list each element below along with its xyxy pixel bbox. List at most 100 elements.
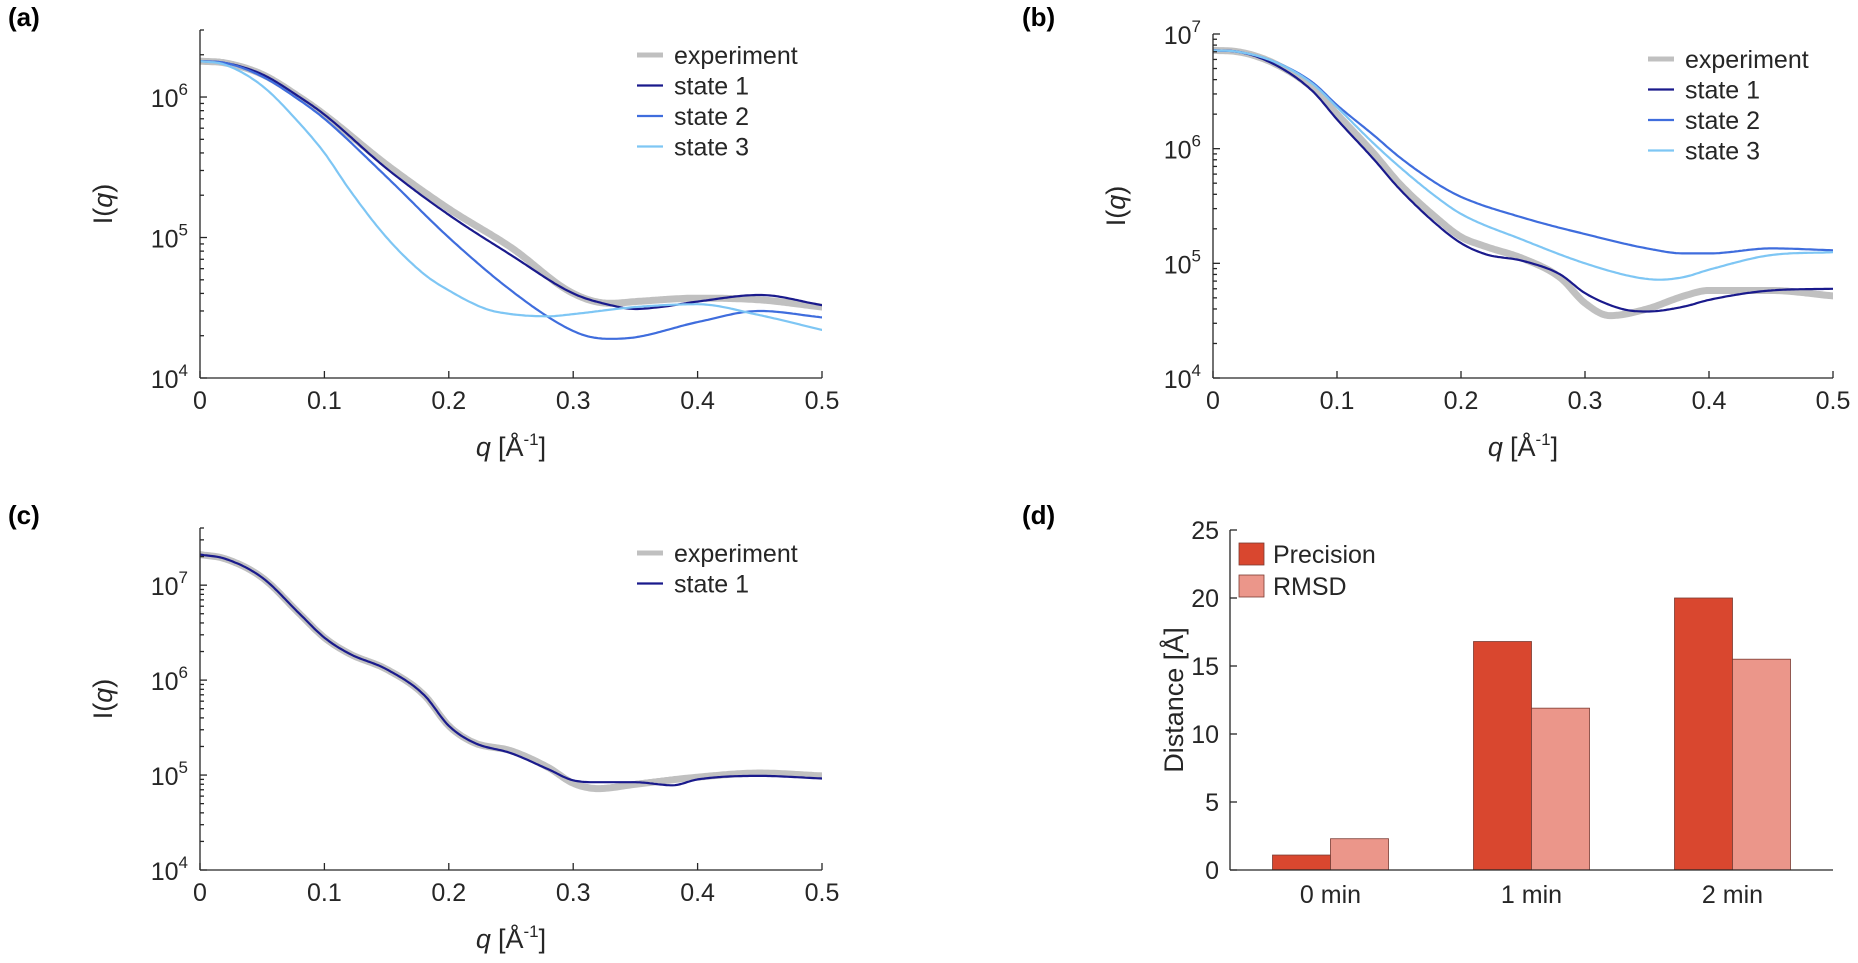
x-axis-unit: [Å <box>498 431 524 462</box>
y-axis-prefix: I( <box>1101 210 1131 227</box>
x-tick-label: 0.1 <box>1320 387 1355 415</box>
y-axis-suffix: ) <box>88 679 118 688</box>
x-tick-label: 0.3 <box>556 387 591 415</box>
x-tick-label: 0 <box>1206 387 1220 415</box>
legend-label: state 2 <box>674 103 749 131</box>
x-tick-label: 0.4 <box>1692 387 1727 415</box>
bar-rmsd-0-min <box>1330 838 1389 871</box>
x-tick-label: 0.4 <box>680 387 715 415</box>
y-tick-base: 10 <box>151 366 179 394</box>
y-tick-exponent: 4 <box>179 853 188 872</box>
series-lines <box>1213 46 1833 320</box>
y-tick-exponent: 7 <box>1192 17 1201 36</box>
y-tick-label: 5 <box>1205 789 1219 817</box>
y-axis-title: I(q) <box>88 679 118 720</box>
panel-letter: (c) <box>8 500 40 530</box>
x-axis-variable: q <box>1488 432 1503 462</box>
y-tick-exponent: 6 <box>179 80 188 99</box>
series-line-state-1 <box>1213 49 1833 313</box>
legend-label: state 2 <box>1685 107 1760 135</box>
legend-label: experiment <box>1685 46 1809 74</box>
series-lines <box>200 551 822 793</box>
y-axis-suffix: ) <box>88 184 118 193</box>
panel-d: (d) 0 min 1 min 2 min 0 5 10 15 20 25 Distance [Å]… <box>1022 500 1833 909</box>
panel-letter: (a) <box>8 2 40 32</box>
y-tick-label: 104 <box>151 361 188 394</box>
x-tick-label: 0.2 <box>431 879 466 907</box>
legend-label: Precision <box>1273 541 1376 569</box>
y-tick-exponent: 7 <box>179 568 188 587</box>
x-tick-label: 2 min <box>1702 881 1763 909</box>
y-axis-suffix: ) <box>1101 186 1131 195</box>
y-tick-base: 10 <box>1164 366 1192 394</box>
x-axis-unit: [Å <box>1510 431 1536 462</box>
x-axis-unit-close: ] <box>1551 432 1559 462</box>
series-line-state-2 <box>200 60 822 340</box>
series-lines <box>200 57 822 340</box>
legend-label: state 1 <box>674 73 749 101</box>
y-tick-label: 10 <box>1191 721 1219 749</box>
x-tick-label: 0.5 <box>805 879 840 907</box>
y-tick-base: 10 <box>151 85 179 113</box>
legend: experiment state 1 <box>637 540 798 599</box>
series-line-state-1 <box>200 60 822 311</box>
bar-precision-2-min <box>1674 597 1733 871</box>
y-tick-base: 10 <box>151 226 179 254</box>
y-tick-label: 105 <box>151 758 188 791</box>
y-tick-exponent: 4 <box>179 361 188 380</box>
legend-swatch-rmsd <box>1238 574 1265 598</box>
legend-label: RMSD <box>1273 573 1347 601</box>
y-tick-exponent: 5 <box>1192 246 1201 265</box>
x-tick-label: 0 <box>193 387 207 415</box>
x-axis-variable: q <box>476 432 491 462</box>
y-axis-prefix: I( <box>88 703 118 720</box>
y-axis-title: Distance [Å] <box>1158 627 1189 773</box>
x-tick-label: 0 min <box>1300 881 1361 909</box>
x-tick-label: 0.5 <box>805 387 840 415</box>
y-axis-variable: q <box>88 193 118 208</box>
x-tick-label: 0.4 <box>680 879 715 907</box>
x-axis-unit-exponent: -1 <box>523 430 538 449</box>
y-tick-exponent: 5 <box>179 221 188 240</box>
bar-rmsd-1-min <box>1531 707 1590 871</box>
bar-precision-0-min <box>1272 854 1331 871</box>
y-tick-label: 106 <box>151 80 188 113</box>
panel-letter: (d) <box>1022 500 1055 530</box>
panel-letter: (b) <box>1022 2 1055 32</box>
y-tick-label: 107 <box>151 568 188 601</box>
series-line-state-3 <box>1213 49 1833 281</box>
y-tick-exponent: 6 <box>179 663 188 682</box>
legend-label: state 3 <box>674 134 749 162</box>
x-tick-label: 0.5 <box>1816 387 1851 415</box>
x-axis-title: q [Å-1] <box>476 430 546 462</box>
y-tick-base: 10 <box>1164 22 1192 50</box>
x-tick-label: 1 min <box>1501 881 1562 909</box>
x-axis-unit-close: ] <box>539 432 547 462</box>
legend-label: state 3 <box>1685 138 1760 166</box>
bar-precision-1-min <box>1473 641 1532 871</box>
x-axis-unit-exponent: -1 <box>1535 430 1550 449</box>
y-tick-base: 10 <box>151 668 179 696</box>
y-tick-label: 25 <box>1191 517 1219 545</box>
x-tick-label: 0 <box>193 879 207 907</box>
x-tick-label: 0.2 <box>431 387 466 415</box>
x-tick-label: 0.3 <box>1568 387 1603 415</box>
y-tick-exponent: 6 <box>1192 132 1201 151</box>
series-line-experiment <box>1213 46 1833 320</box>
y-tick-label: 104 <box>151 853 188 886</box>
y-tick-label: 104 <box>1164 361 1201 394</box>
y-tick-label: 105 <box>1164 246 1201 279</box>
y-tick-label: 106 <box>151 663 188 696</box>
y-tick-label: 20 <box>1191 585 1219 613</box>
x-axis-unit-close: ] <box>539 924 547 954</box>
x-axis-unit: [Å <box>498 923 524 954</box>
x-tick-label: 0.3 <box>556 879 591 907</box>
x-axis-unit-exponent: -1 <box>523 922 538 941</box>
y-tick-exponent: 5 <box>179 758 188 777</box>
x-tick-label: 0.1 <box>307 879 342 907</box>
y-axis-title: I(q) <box>88 184 118 225</box>
